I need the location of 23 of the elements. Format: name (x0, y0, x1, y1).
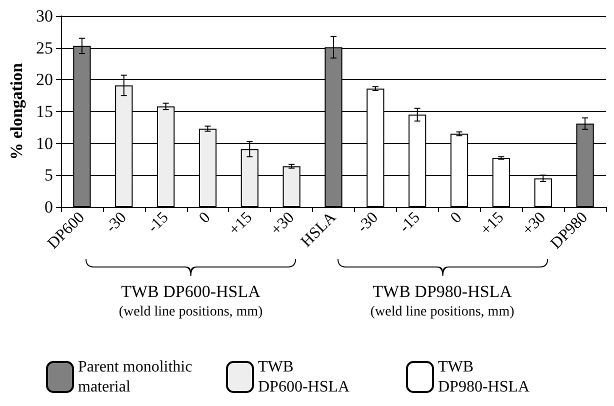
text: TWB DP980-HSLA (weld line positions, mm) (370, 282, 515, 320)
y-tick-label: 10 (36, 134, 53, 153)
x-tick-label: -30 (102, 208, 130, 236)
x-tick-label: -30 (354, 208, 382, 236)
legend-label: TWB DP980-HSLA (438, 358, 530, 396)
y-tick-label: 15 (36, 102, 53, 121)
x-tick-label: +30 (519, 208, 550, 239)
x-tick-label: 0 (196, 208, 214, 227)
x-tick-label: -15 (396, 208, 424, 236)
x-tick-label: +15 (226, 208, 256, 239)
y-axis-title: % elongation (7, 62, 26, 160)
legend-label: Parent monolithic material (78, 358, 196, 396)
y-tick-label: 20 (36, 70, 53, 90)
bar (534, 178, 552, 207)
y-tick-label: 30 (36, 6, 53, 26)
x-tick-label: -15 (144, 208, 172, 236)
y-tick-label: 25 (36, 38, 53, 58)
x-tick-label: +30 (268, 208, 298, 239)
text: TWB DP600-HSLA (weld line positions, mm) (118, 282, 264, 320)
y-tick-label: 5 (44, 166, 53, 185)
x-tick-label: 0 (448, 208, 466, 227)
x-tick-label: +15 (478, 208, 508, 239)
legend-label: TWB DP600-HSLA (258, 358, 350, 396)
